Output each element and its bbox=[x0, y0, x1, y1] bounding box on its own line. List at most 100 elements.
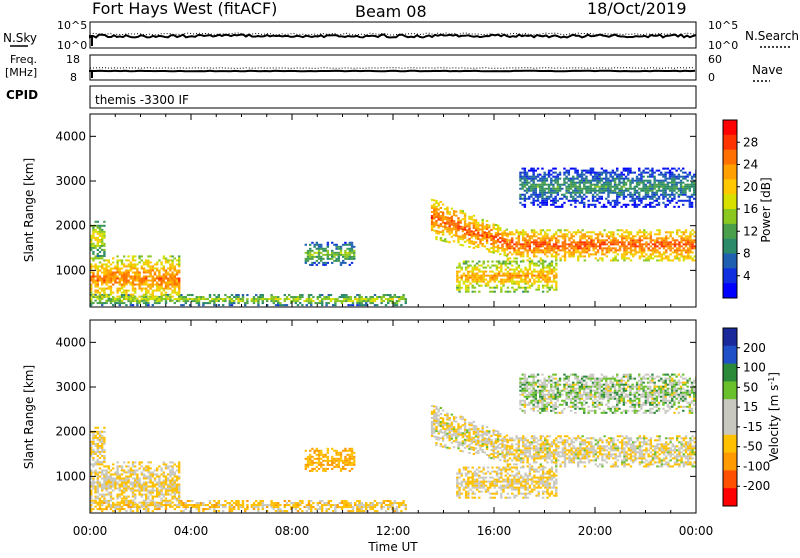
power-echo-cell bbox=[665, 237, 667, 239]
power-echo-cell bbox=[363, 304, 365, 306]
power-echo-cell bbox=[127, 273, 129, 275]
power-echo-cell bbox=[673, 182, 675, 184]
velocity-echo-cell bbox=[130, 469, 132, 471]
power-echo-cell bbox=[141, 255, 143, 257]
power-echo-cell bbox=[616, 176, 618, 178]
velocity-echo-cell bbox=[154, 473, 156, 475]
power-echo-cell bbox=[634, 202, 636, 204]
power-echo-cell bbox=[333, 244, 335, 246]
velocity-echo-cell bbox=[297, 504, 299, 506]
power-echo-cell bbox=[442, 240, 444, 242]
power-echo-cell bbox=[601, 178, 603, 180]
power-echo-cell bbox=[686, 174, 688, 176]
power-echo-cell bbox=[573, 251, 575, 253]
power-echo-cell bbox=[444, 228, 446, 230]
power-echo-cell bbox=[614, 180, 616, 182]
power-echo-cell bbox=[532, 198, 534, 200]
power-echo-cell bbox=[461, 279, 463, 281]
power-echo-cell bbox=[105, 296, 107, 298]
velocity-echo-cell bbox=[171, 484, 173, 486]
power-echo-cell bbox=[608, 249, 610, 251]
velocity-echo-cell bbox=[99, 506, 101, 508]
velocity-echo-cell bbox=[398, 506, 400, 508]
velocity-echo-cell bbox=[105, 484, 107, 486]
power-echo-cell bbox=[552, 180, 554, 182]
power-echo-cell bbox=[92, 271, 94, 273]
power-echo-cell bbox=[544, 285, 546, 287]
power-echo-cell bbox=[497, 227, 499, 229]
velocity-echo-cell bbox=[92, 500, 94, 502]
power-echo-cell bbox=[165, 302, 167, 304]
power-echo-cell bbox=[538, 265, 540, 267]
power-echo-cell bbox=[116, 269, 118, 271]
power-echo-cell bbox=[509, 291, 511, 293]
velocity-echo-cell bbox=[141, 473, 143, 475]
velocity-echo-cell bbox=[141, 504, 143, 506]
power-echo-cell bbox=[653, 176, 655, 178]
power-echo-cell bbox=[511, 237, 513, 239]
power-echo-cell bbox=[620, 176, 622, 178]
power-echo-cell bbox=[154, 273, 156, 275]
power-echo-cell bbox=[154, 284, 156, 286]
power-echo-cell bbox=[110, 292, 112, 294]
velocity-echo-cell bbox=[226, 502, 228, 504]
velocity-echo-cell bbox=[213, 510, 215, 512]
power-echo-cell bbox=[165, 276, 167, 278]
power-echo-cell bbox=[169, 282, 171, 284]
power-echo-cell bbox=[340, 262, 342, 264]
power-echo-cell bbox=[625, 182, 627, 184]
power-echo-cell bbox=[101, 282, 103, 284]
power-echo-cell bbox=[623, 241, 625, 243]
power-echo-cell bbox=[103, 251, 105, 253]
velocity-echo-cell bbox=[134, 469, 136, 471]
power-echo-cell bbox=[500, 287, 502, 289]
power-echo-cell bbox=[570, 245, 572, 247]
power-echo-cell bbox=[224, 300, 226, 302]
power-echo-cell bbox=[244, 302, 246, 304]
power-echo-cell bbox=[468, 228, 470, 230]
power-echo-cell bbox=[678, 241, 680, 243]
velocity-echo-cell bbox=[134, 484, 136, 486]
power-echo-cell bbox=[446, 209, 448, 211]
velocity-echo-cell bbox=[101, 469, 103, 471]
power-echo-cell bbox=[546, 291, 548, 293]
power-echo-cell bbox=[496, 285, 498, 287]
power-echo-cell bbox=[607, 194, 609, 196]
power-echo-cell bbox=[542, 249, 544, 251]
power-echo-cell bbox=[550, 182, 552, 184]
power-echo-cell bbox=[636, 231, 638, 233]
power-echo-cell bbox=[154, 280, 156, 282]
power-echo-cell bbox=[568, 200, 570, 202]
power-echo-cell bbox=[130, 294, 132, 296]
power-echo-cell bbox=[565, 190, 567, 192]
velocity-echo-cell bbox=[288, 500, 290, 502]
power-echo-cell bbox=[446, 213, 448, 215]
power-echo-cell bbox=[680, 255, 682, 257]
velocity-echo-cell bbox=[136, 479, 138, 481]
power-echo-cell bbox=[661, 239, 663, 241]
power-echo-cell bbox=[322, 262, 324, 264]
velocity-echo-cell bbox=[116, 502, 118, 504]
power-echo-cell bbox=[535, 235, 537, 237]
velocity-echo-cell bbox=[119, 486, 121, 488]
power-echo-cell bbox=[119, 302, 121, 304]
power-echo-cell bbox=[119, 284, 121, 286]
power-echo-cell bbox=[431, 199, 433, 201]
power-echo-cell bbox=[638, 192, 640, 194]
power-echo-cell bbox=[542, 285, 544, 287]
power-echo-cell bbox=[178, 290, 180, 292]
power-echo-cell bbox=[583, 204, 585, 206]
power-echo-cell bbox=[178, 298, 180, 300]
velocity-echo-cell bbox=[94, 498, 96, 500]
velocity-echo-cell bbox=[209, 508, 211, 510]
power-echo-cell bbox=[448, 213, 450, 215]
power-echo-cell bbox=[669, 194, 671, 196]
power-echo-cell bbox=[552, 176, 554, 178]
power-echo-cell bbox=[684, 200, 686, 202]
power-echo-cell bbox=[608, 251, 610, 253]
velocity-echo-cell bbox=[149, 479, 151, 481]
power-echo-cell bbox=[505, 281, 507, 283]
power-echo-cell bbox=[515, 251, 517, 253]
power-echo-cell bbox=[645, 192, 647, 194]
power-echo-cell bbox=[462, 236, 464, 238]
